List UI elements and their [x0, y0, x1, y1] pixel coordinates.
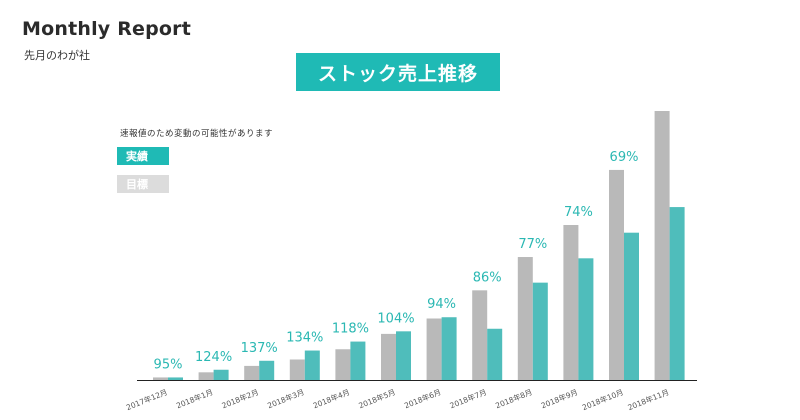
x-tick-label-8: 2018年8月	[494, 387, 534, 411]
bar-actual-0	[168, 377, 183, 380]
percent-label-6: 94%	[427, 297, 456, 312]
x-tick-label-2: 2018年2月	[220, 387, 260, 411]
preliminary-note: 速報値のため変動の可能性があります	[120, 129, 274, 139]
x-tick-label-7: 2018年7月	[448, 387, 488, 411]
bar-actual-2	[259, 360, 275, 380]
bar-target-9	[563, 225, 579, 380]
bar-actual-6	[441, 317, 457, 380]
x-tick-label-4: 2018年4月	[311, 387, 351, 411]
bar-actual-7	[487, 328, 503, 380]
percent-label-5: 104%	[377, 311, 414, 326]
bar-actual-1	[213, 369, 229, 380]
bar-actual-3	[304, 350, 320, 380]
x-tick-label-6: 2018年6月	[403, 387, 443, 411]
bar-target-11	[654, 111, 670, 380]
x-tick-label-0: 2017年12月	[125, 387, 169, 413]
bar-target-7	[472, 290, 488, 380]
percent-label-4: 118%	[332, 322, 369, 337]
bar-actual-10	[624, 232, 639, 380]
bar-target-1	[198, 372, 214, 380]
percent-label-2: 137%	[241, 341, 278, 356]
percent-label-3: 134%	[286, 331, 323, 346]
bar-actual-5	[396, 331, 411, 380]
x-tick-label-5: 2018年5月	[357, 387, 397, 411]
x-tick-label-9: 2018年9月	[539, 387, 579, 411]
percent-label-0: 95%	[154, 357, 183, 372]
chart-title: ストック売上推移	[296, 53, 500, 91]
percent-label-9: 74%	[564, 205, 593, 220]
bar-actual-4	[350, 341, 366, 380]
bar-target-6	[426, 318, 442, 380]
percent-label-8: 77%	[518, 237, 547, 252]
x-tick-label-1: 2018年1月	[175, 387, 215, 411]
legend-target: 目標	[117, 175, 169, 193]
report-title: Monthly Report	[22, 18, 192, 40]
percent-label-10: 69%	[610, 150, 639, 165]
bar-target-2	[244, 365, 260, 380]
bar-actual-9	[578, 258, 594, 380]
percent-label-7: 86%	[473, 270, 502, 285]
bar-target-5	[381, 333, 396, 380]
bar-actual-8	[532, 282, 548, 380]
bar-actual-11	[669, 207, 685, 380]
x-tick-label-11: 2018年11月	[626, 387, 670, 413]
legend-actual: 実績	[117, 147, 169, 165]
percent-label-1: 124%	[195, 350, 232, 365]
x-tick-label-10: 2018年10月	[581, 387, 625, 413]
bar-target-8	[517, 257, 533, 380]
report-subtitle: 先月のわが社	[24, 49, 90, 62]
bar-target-3	[289, 359, 305, 380]
bar-target-10	[609, 169, 624, 380]
bar-target-0	[153, 377, 168, 380]
x-tick-label-3: 2018年3月	[266, 387, 306, 411]
bar-target-4	[335, 349, 351, 380]
